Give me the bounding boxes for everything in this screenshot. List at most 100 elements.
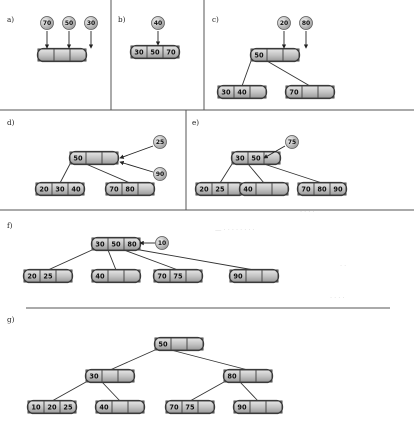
- panel-label: g): [7, 315, 15, 324]
- node-key: 70: [166, 48, 176, 56]
- node-key-cell: [117, 369, 135, 383]
- panel-label: a): [7, 15, 14, 24]
- tree-node: 40: [90, 268, 142, 284]
- incoming-key-ball: 70: [40, 16, 54, 30]
- node-outline: [129, 44, 181, 60]
- node-outline: [296, 181, 348, 197]
- node-outline: [34, 181, 86, 197]
- node-key: 20: [39, 185, 49, 193]
- node-key-cell: [249, 85, 267, 99]
- tree-node: 40: [238, 181, 290, 197]
- node-key: 40: [99, 403, 109, 411]
- node-outline: [68, 150, 120, 166]
- incoming-key-ball: 10: [155, 236, 169, 250]
- tree-node: 70 75: [152, 268, 204, 284]
- ball-icon: [285, 135, 299, 149]
- incoming-key: 90: [156, 171, 164, 178]
- node-outline: [90, 268, 142, 284]
- node-key-cell: [185, 269, 203, 283]
- incoming-key: 70: [43, 20, 51, 27]
- tree-node: 10 20 25: [26, 399, 78, 415]
- node-key-cell: [85, 151, 103, 165]
- tree-node: 70 80: [104, 181, 156, 197]
- node-key-cell: [255, 182, 273, 196]
- panel-label: c): [212, 15, 219, 24]
- tree-node: 30 50 80: [90, 236, 142, 252]
- tree-node: 20 25: [22, 268, 74, 284]
- node-key: 70: [301, 185, 311, 193]
- insert-arrow: [119, 145, 154, 159]
- node-key: 80: [127, 240, 137, 248]
- node-key: 90: [233, 272, 243, 280]
- ball-icon: [84, 16, 98, 30]
- tree-edge: [189, 381, 225, 402]
- node-key-cell: [101, 151, 119, 165]
- incoming-key-ball: 50: [62, 16, 76, 30]
- tree-node: 70: [284, 84, 336, 100]
- tree-node: 20 30 40: [34, 181, 86, 197]
- panel-g: g) 50 30 80 10 20 25 40 70 75 90: [7, 315, 284, 415]
- tree-edges: [59, 163, 131, 184]
- node-key: 80: [317, 185, 327, 193]
- node-key: 30: [134, 48, 144, 56]
- insert-arrow: [119, 160, 154, 173]
- incoming-key: 40: [154, 20, 162, 27]
- incoming-key: 20: [280, 20, 288, 27]
- node-key: 70: [289, 88, 299, 96]
- node-key: 30: [95, 240, 105, 248]
- node-outline: [153, 336, 205, 352]
- tree-edges: [219, 163, 323, 184]
- node-key: 75: [185, 403, 195, 411]
- incoming-key: 80: [302, 20, 310, 27]
- svg-text:· · · ·: · · · ·: [300, 208, 314, 216]
- incoming-key-ball: 75: [285, 135, 299, 149]
- tree-node: 50: [153, 336, 205, 352]
- node-key-cell: [123, 269, 141, 283]
- node-key: 75: [173, 272, 183, 280]
- incoming-key-ball: 40: [151, 16, 165, 30]
- node-key: 30: [89, 372, 99, 380]
- node-outline: [232, 399, 284, 415]
- node-key: 80: [125, 185, 135, 193]
- incoming-key-ball: 25: [153, 135, 167, 149]
- node-key-cell: [282, 48, 300, 62]
- node-key: 50: [73, 154, 83, 162]
- tree-node: 30 50: [230, 150, 282, 166]
- node-key: 90: [333, 185, 343, 193]
- incoming-key: 10: [158, 240, 166, 247]
- ball-icon: [299, 16, 313, 30]
- tree-node: 50: [68, 150, 120, 166]
- node-outline: [230, 150, 282, 166]
- tree-edge: [139, 249, 255, 271]
- node-key: 30: [221, 88, 231, 96]
- node-key-cell: [37, 48, 55, 62]
- tree-edge: [123, 249, 179, 271]
- node-key: 90: [237, 403, 247, 411]
- background-bleed: — ─ · · · · · ·· · · ·— · · · · · · · ··…: [215, 184, 346, 302]
- node-key: 30: [55, 185, 65, 193]
- ball-icon: [153, 167, 167, 181]
- tree-node: 90: [228, 268, 280, 284]
- node-outline: [216, 84, 268, 100]
- node-key: 10: [31, 403, 41, 411]
- node-key-cell: [137, 182, 155, 196]
- panel-c: c) 50 30 40 70 20 80: [212, 15, 336, 100]
- node-key: 40: [71, 185, 81, 193]
- node-key-cell: [249, 400, 267, 414]
- tree-edge: [109, 349, 156, 371]
- node-key: 40: [95, 272, 105, 280]
- svg-text:· · · ·: · · · ·: [330, 294, 344, 302]
- tree-node: 50: [249, 47, 301, 63]
- tree-edge: [266, 60, 311, 87]
- panel-label: f): [7, 221, 13, 230]
- tree-edge: [47, 249, 93, 271]
- tree-edge: [107, 249, 117, 271]
- panel-a: a) 70 50 30: [7, 15, 98, 63]
- tree-node: 30 50 70: [129, 44, 181, 60]
- incoming-key: 75: [288, 139, 296, 146]
- tree-edge: [263, 163, 323, 184]
- tree-edge: [241, 60, 252, 87]
- node-key: 70: [157, 272, 167, 280]
- tree-node: 40: [94, 399, 146, 415]
- panel-label: b): [118, 15, 126, 24]
